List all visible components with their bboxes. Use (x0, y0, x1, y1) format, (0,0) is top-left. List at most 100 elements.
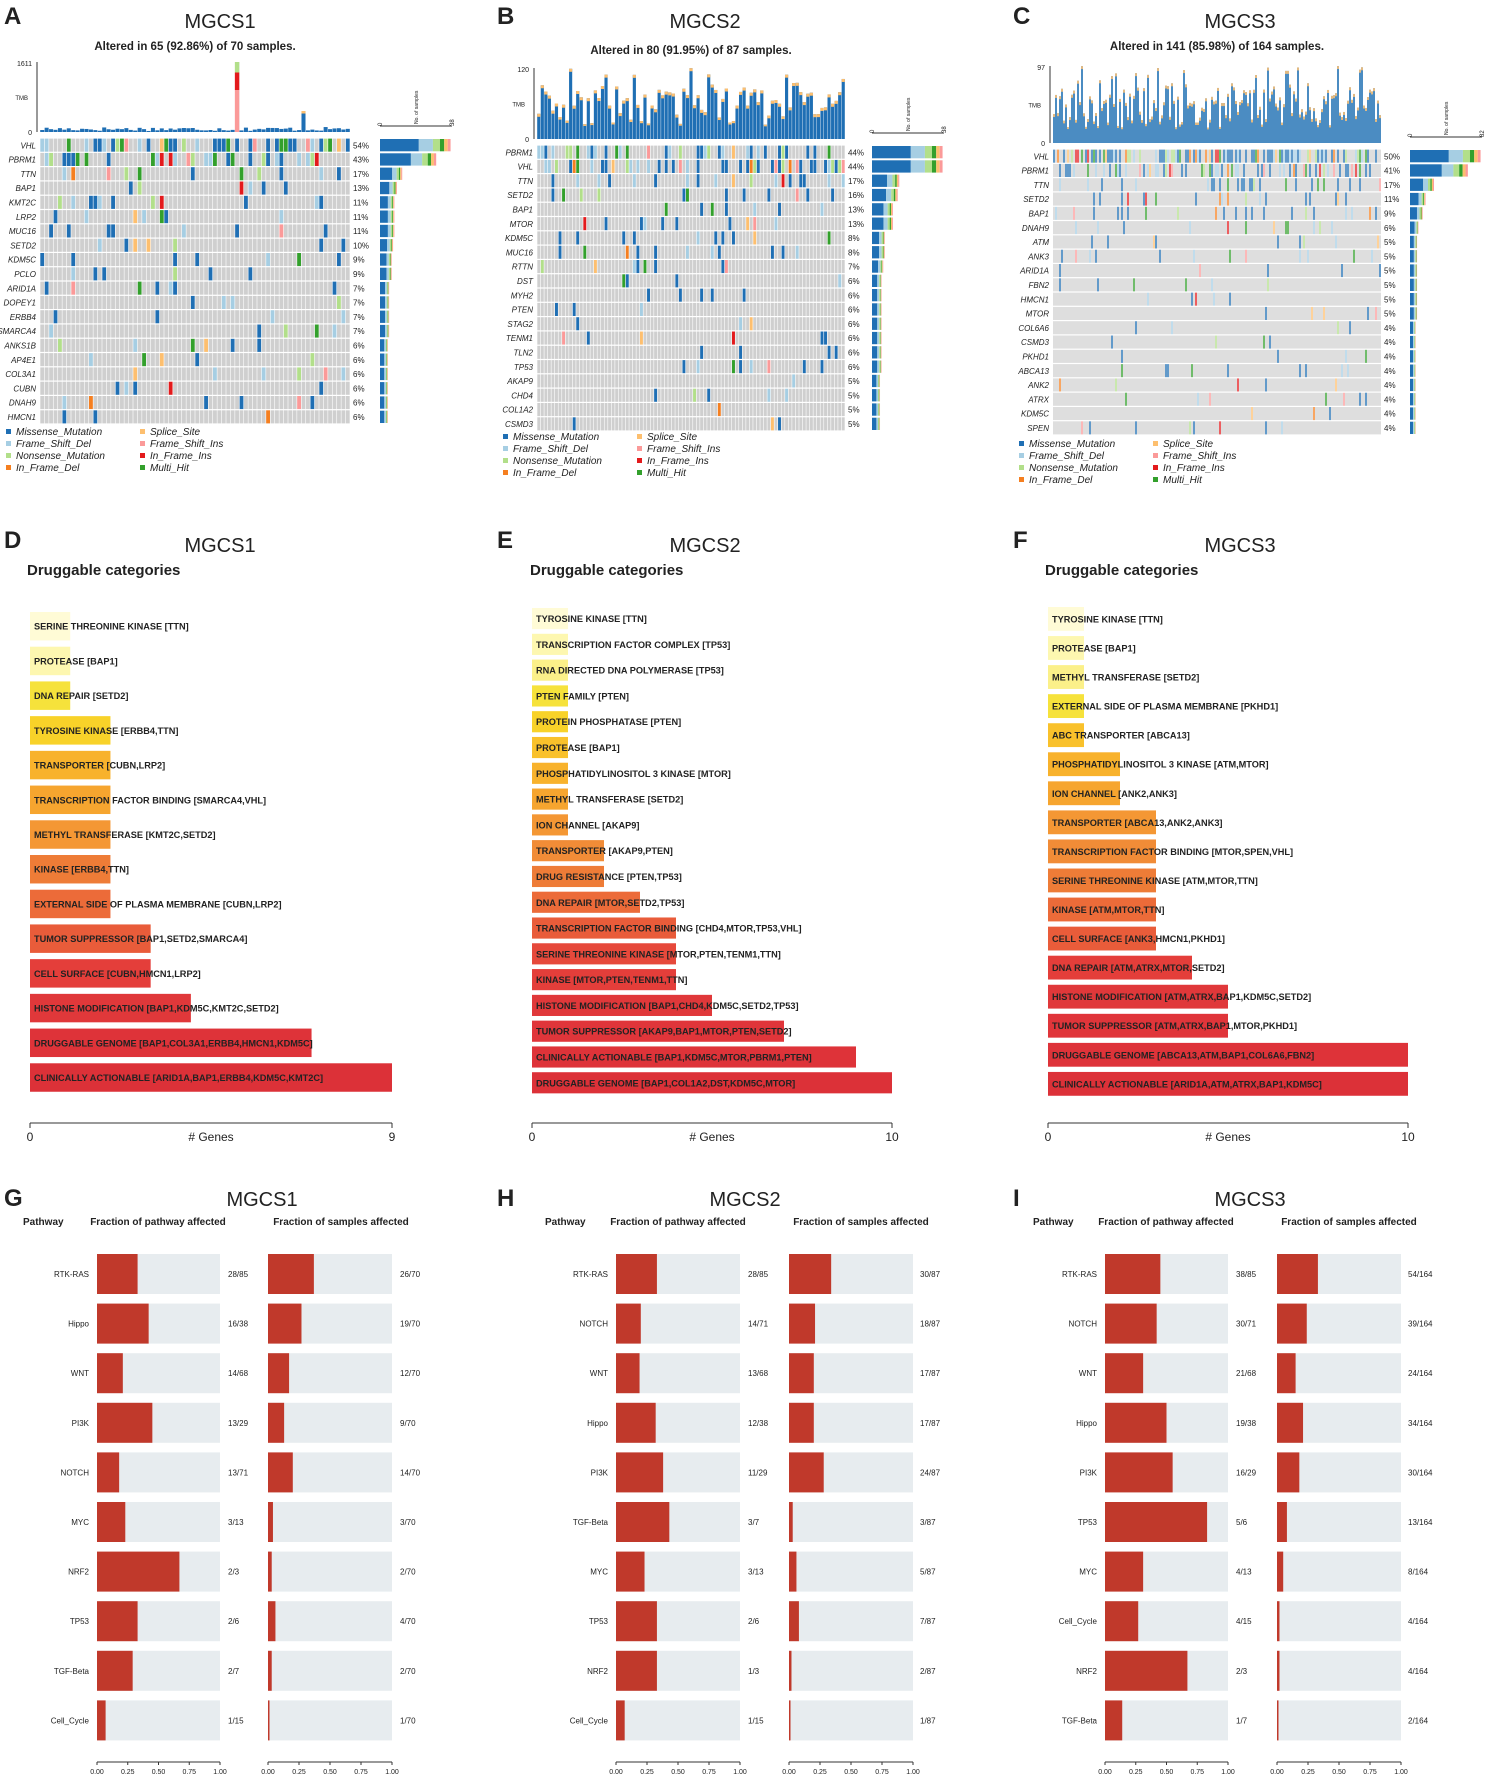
tmb-bar-top (1269, 98, 1271, 102)
oncoplot-cell (208, 210, 213, 224)
oncoplot-cell (1193, 206, 1195, 220)
oncoplot-cell (168, 267, 173, 281)
oncoplot-cell (239, 295, 244, 309)
oncoplot-cell (1219, 192, 1221, 206)
oncoplot-cell (576, 331, 580, 345)
oncoplot-cell (632, 174, 636, 188)
oncoplot-cell (778, 374, 781, 388)
oncoplot-cell (604, 145, 608, 159)
oncoplot-cell (283, 224, 288, 238)
oncoplot-cell (625, 374, 629, 388)
tmb-bar (1099, 80, 1101, 143)
oncoplot-cell (749, 403, 753, 417)
oncoplot-cell (675, 159, 679, 173)
oncoplot-cell (597, 288, 601, 302)
oncoplot-cell (1069, 178, 1071, 192)
oncoplot-cell (1157, 178, 1159, 192)
oncoplot-cell (239, 353, 244, 367)
oncoplot-cell (682, 403, 686, 417)
oncoplot-cell (75, 353, 80, 367)
tmb-bar-top (1273, 86, 1275, 90)
oncoplot-cell (661, 288, 665, 302)
oncoplot-cell (551, 288, 555, 302)
oncoplot-cell (710, 260, 714, 274)
legend-swatch (503, 446, 508, 451)
oncoplot-cell (1113, 221, 1115, 235)
oncoplot-cell (732, 159, 735, 173)
oncoplot-cell (767, 260, 771, 274)
oncoplot-cell (168, 367, 173, 381)
oncoplot-cell (1109, 163, 1111, 177)
oncoplot-cell (270, 295, 275, 309)
oncoplot-cell (749, 245, 753, 259)
oncoplot-cell (226, 396, 231, 410)
oncoplot-cell (1079, 221, 1081, 235)
tmb-bar-top (703, 112, 707, 116)
oncoplot-cell (221, 324, 226, 338)
oncoplot-cell (120, 210, 124, 224)
oncoplot-cell (572, 331, 576, 345)
tmb-bar (717, 117, 721, 139)
oncoplot-cell (177, 138, 182, 152)
gene-label: MUC16 (9, 227, 37, 236)
oncoplot-cell (168, 410, 173, 424)
oncoplot-cell (323, 367, 328, 381)
gene-side-bar (380, 296, 386, 309)
oncoplot-cell (133, 338, 138, 352)
oncoplot-cell (565, 360, 569, 374)
oncoplot-cell (544, 202, 548, 216)
oncoplot-cell (728, 231, 732, 245)
oncoplot-cell (809, 403, 813, 417)
oncoplot-cell (270, 138, 275, 152)
oncoplot-cell (1237, 163, 1239, 177)
oncoplot-cell (824, 374, 827, 388)
oncoplot-cell (230, 167, 235, 181)
tmb-bar-top (1105, 99, 1107, 103)
oncoplot-cell (257, 152, 262, 166)
oncoplot-cell (608, 288, 612, 302)
tmb-bar (1117, 125, 1119, 143)
oncoplot-cell (288, 138, 293, 152)
oncoplot-cell (586, 317, 590, 331)
oncoplot-cell (586, 245, 590, 259)
oncoplot-cell (643, 245, 647, 259)
oncoplot-cell (682, 360, 686, 374)
oncoplot-cell (682, 145, 686, 159)
tmb-bar-top (1337, 66, 1339, 70)
oncoplot-cell (742, 345, 746, 359)
oncoplot-cell (217, 396, 222, 410)
oncoplot-cell (537, 274, 541, 288)
oncoplot-cell (226, 152, 231, 166)
oncoplot-cell (618, 202, 622, 216)
gene-percent: 9% (353, 256, 365, 265)
oncoplot-cell (182, 310, 186, 324)
oncoplot-cell (195, 367, 200, 381)
oncoplot-cell (1199, 149, 1201, 163)
tmb-bar (561, 104, 566, 139)
oncoplot-cell (841, 302, 845, 316)
gene-side-bar (392, 239, 394, 252)
tmb-bar-top (1085, 126, 1087, 129)
oncoplot-cell (66, 267, 71, 281)
oncoplot-cell (164, 138, 169, 152)
oncoplot-cell (732, 274, 735, 288)
oncoplot-cell (164, 253, 169, 267)
tmb-bar (1173, 100, 1175, 143)
oncoplot-cell (40, 224, 45, 238)
oncoplot-cell (841, 360, 845, 374)
oncoplot-cell (151, 181, 155, 195)
oncoplot-cell (235, 367, 239, 381)
oncoplot-cell (142, 310, 146, 324)
oncoplot-cell (124, 396, 129, 410)
oncoplot-cell (831, 331, 835, 345)
oncoplot-cell (555, 345, 558, 359)
oncoplot-cell (80, 195, 84, 209)
oncoplot-cell (774, 374, 778, 388)
oncoplot-cell (244, 324, 248, 338)
oncoplot-cell (337, 238, 341, 252)
oncoplot-cell (611, 174, 615, 188)
oncoplot-cell (1233, 192, 1235, 206)
oncoplot-cell (827, 231, 831, 245)
gene-percent: 9% (353, 270, 365, 279)
gene-side-bar (872, 417, 877, 430)
